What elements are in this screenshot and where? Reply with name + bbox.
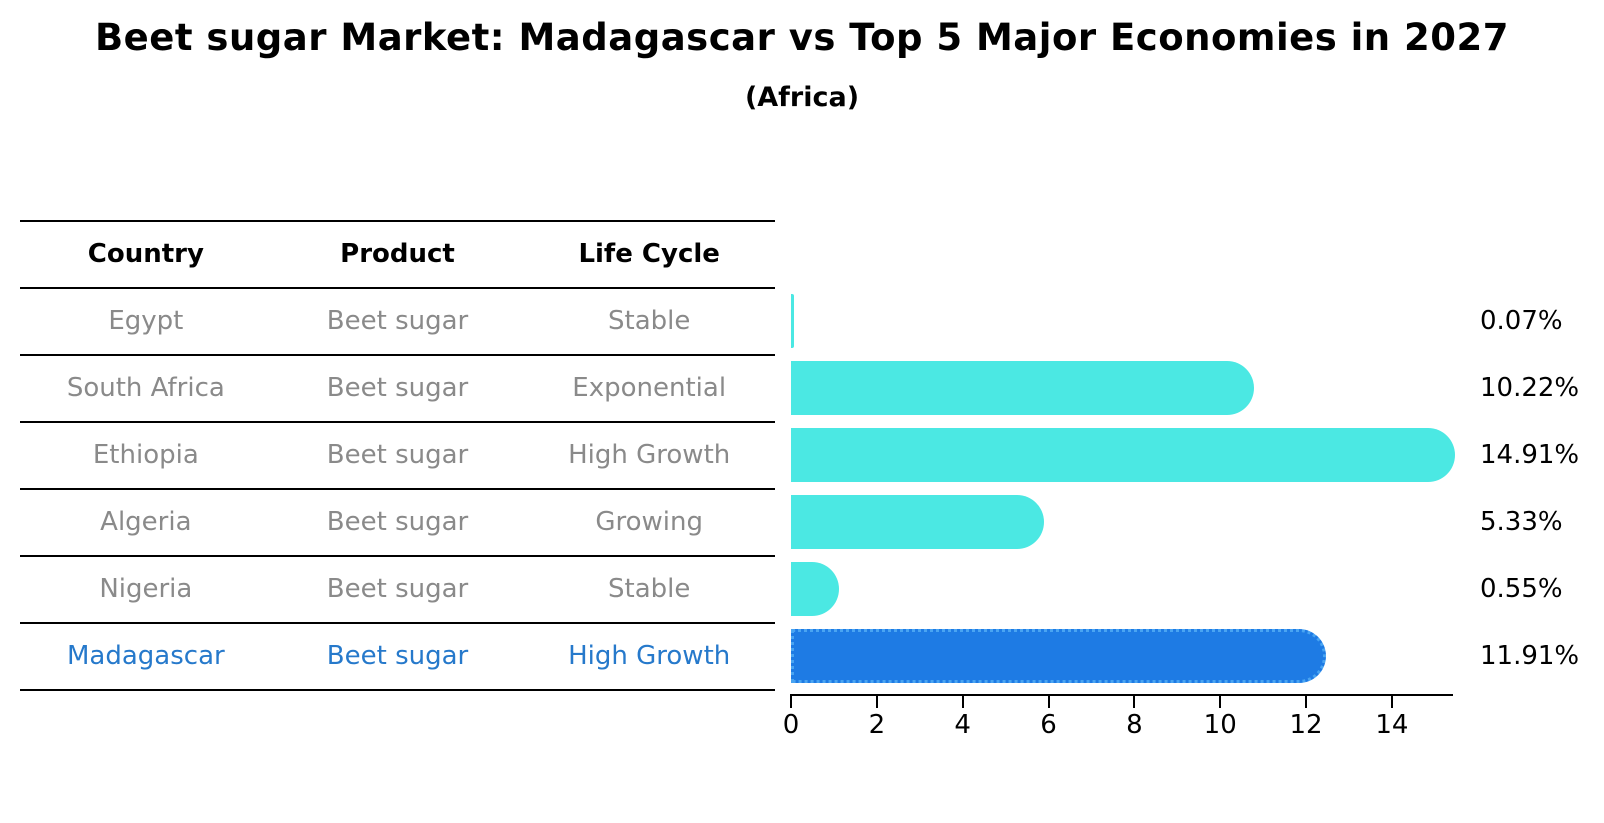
product-cell: Beet sugar	[326, 574, 469, 605]
product-cell: Beet sugar	[326, 507, 469, 538]
bar-value-label-egypt: 0.07%	[1480, 305, 1563, 336]
country-cell: Madagascar	[66, 641, 225, 672]
country-cell: Ethiopia	[92, 440, 199, 471]
product-cell: Beet sugar	[326, 373, 469, 404]
column-header-country: Country	[87, 239, 204, 270]
x-tick-mark	[1133, 696, 1136, 708]
x-tick-mark	[1305, 696, 1308, 708]
product-cell: Beet sugar	[326, 440, 469, 471]
table-row-highlight-madagascar: Madagascar Beet sugar High Growth	[20, 624, 775, 691]
table-row: South Africa Beet sugar Exponential	[20, 356, 775, 423]
x-tick-label: 14	[1375, 710, 1409, 740]
x-tick-mark	[961, 696, 964, 708]
bar-ethiopia	[791, 427, 1455, 482]
page-title: Beet sugar Market: Madagascar vs Top 5 M…	[94, 16, 1510, 59]
bar-algeria	[791, 494, 1044, 549]
country-cell: Algeria	[100, 507, 192, 538]
x-tick-mark	[875, 696, 878, 708]
plot-area	[791, 287, 1455, 689]
country-cell: Egypt	[108, 306, 184, 337]
x-tick-mark	[1047, 696, 1050, 708]
x-tick-label: 0	[782, 710, 800, 740]
page-subtitle: (Africa)	[744, 82, 860, 113]
bar-value-label-nigeria: 0.55%	[1480, 573, 1563, 604]
country-table: Country Product Life Cycle Egypt Beet su…	[20, 220, 775, 691]
life-cycle-cell: Stable	[608, 574, 691, 605]
table-header-row: Country Product Life Cycle	[20, 220, 775, 289]
x-tick-mark	[790, 696, 792, 708]
x-tick-mark	[1219, 696, 1222, 708]
x-tick-label: 6	[1040, 710, 1057, 740]
life-cycle-cell: Stable	[608, 306, 691, 337]
bar-south-africa	[791, 360, 1254, 415]
table-row: Algeria Beet sugar Growing	[20, 490, 775, 557]
table-row: Nigeria Beet sugar Stable	[20, 557, 775, 624]
bar-nigeria	[791, 561, 839, 616]
x-tick-label: 2	[868, 710, 886, 740]
table-row: Ethiopia Beet sugar High Growth	[20, 423, 775, 490]
x-tick-mark	[1390, 696, 1393, 708]
x-tick-label: 12	[1289, 710, 1323, 740]
table-row: Egypt Beet sugar Stable	[20, 289, 775, 356]
x-axis-ticks: 0 2 4 6 8 10 12 14	[783, 694, 1452, 744]
x-axis-line	[790, 694, 1453, 696]
bar-value-label-south-africa: 10.22%	[1480, 372, 1580, 403]
bar-egypt	[791, 293, 794, 348]
life-cycle-cell: Growing	[595, 507, 703, 538]
x-tick-label: 10	[1203, 710, 1237, 740]
country-cell: South Africa	[66, 373, 225, 404]
column-header-life-cycle: Life Cycle	[578, 239, 720, 270]
bar-value-label-madagascar: 11.91%	[1480, 640, 1580, 671]
life-cycle-cell: High Growth	[568, 440, 731, 471]
bar-value-label-ethiopia: 14.91%	[1480, 439, 1580, 470]
country-cell: Nigeria	[99, 574, 193, 605]
x-tick-label: 8	[1126, 710, 1143, 740]
x-tick-label: 4	[954, 710, 971, 740]
column-header-product: Product	[340, 239, 455, 270]
life-cycle-cell: Exponential	[572, 373, 727, 404]
bar-value-label-algeria: 5.33%	[1480, 506, 1563, 537]
product-cell: Beet sugar	[326, 306, 469, 337]
bar-madagascar	[791, 628, 1327, 683]
product-cell: Beet sugar	[326, 641, 469, 672]
life-cycle-cell: High Growth	[568, 641, 731, 672]
